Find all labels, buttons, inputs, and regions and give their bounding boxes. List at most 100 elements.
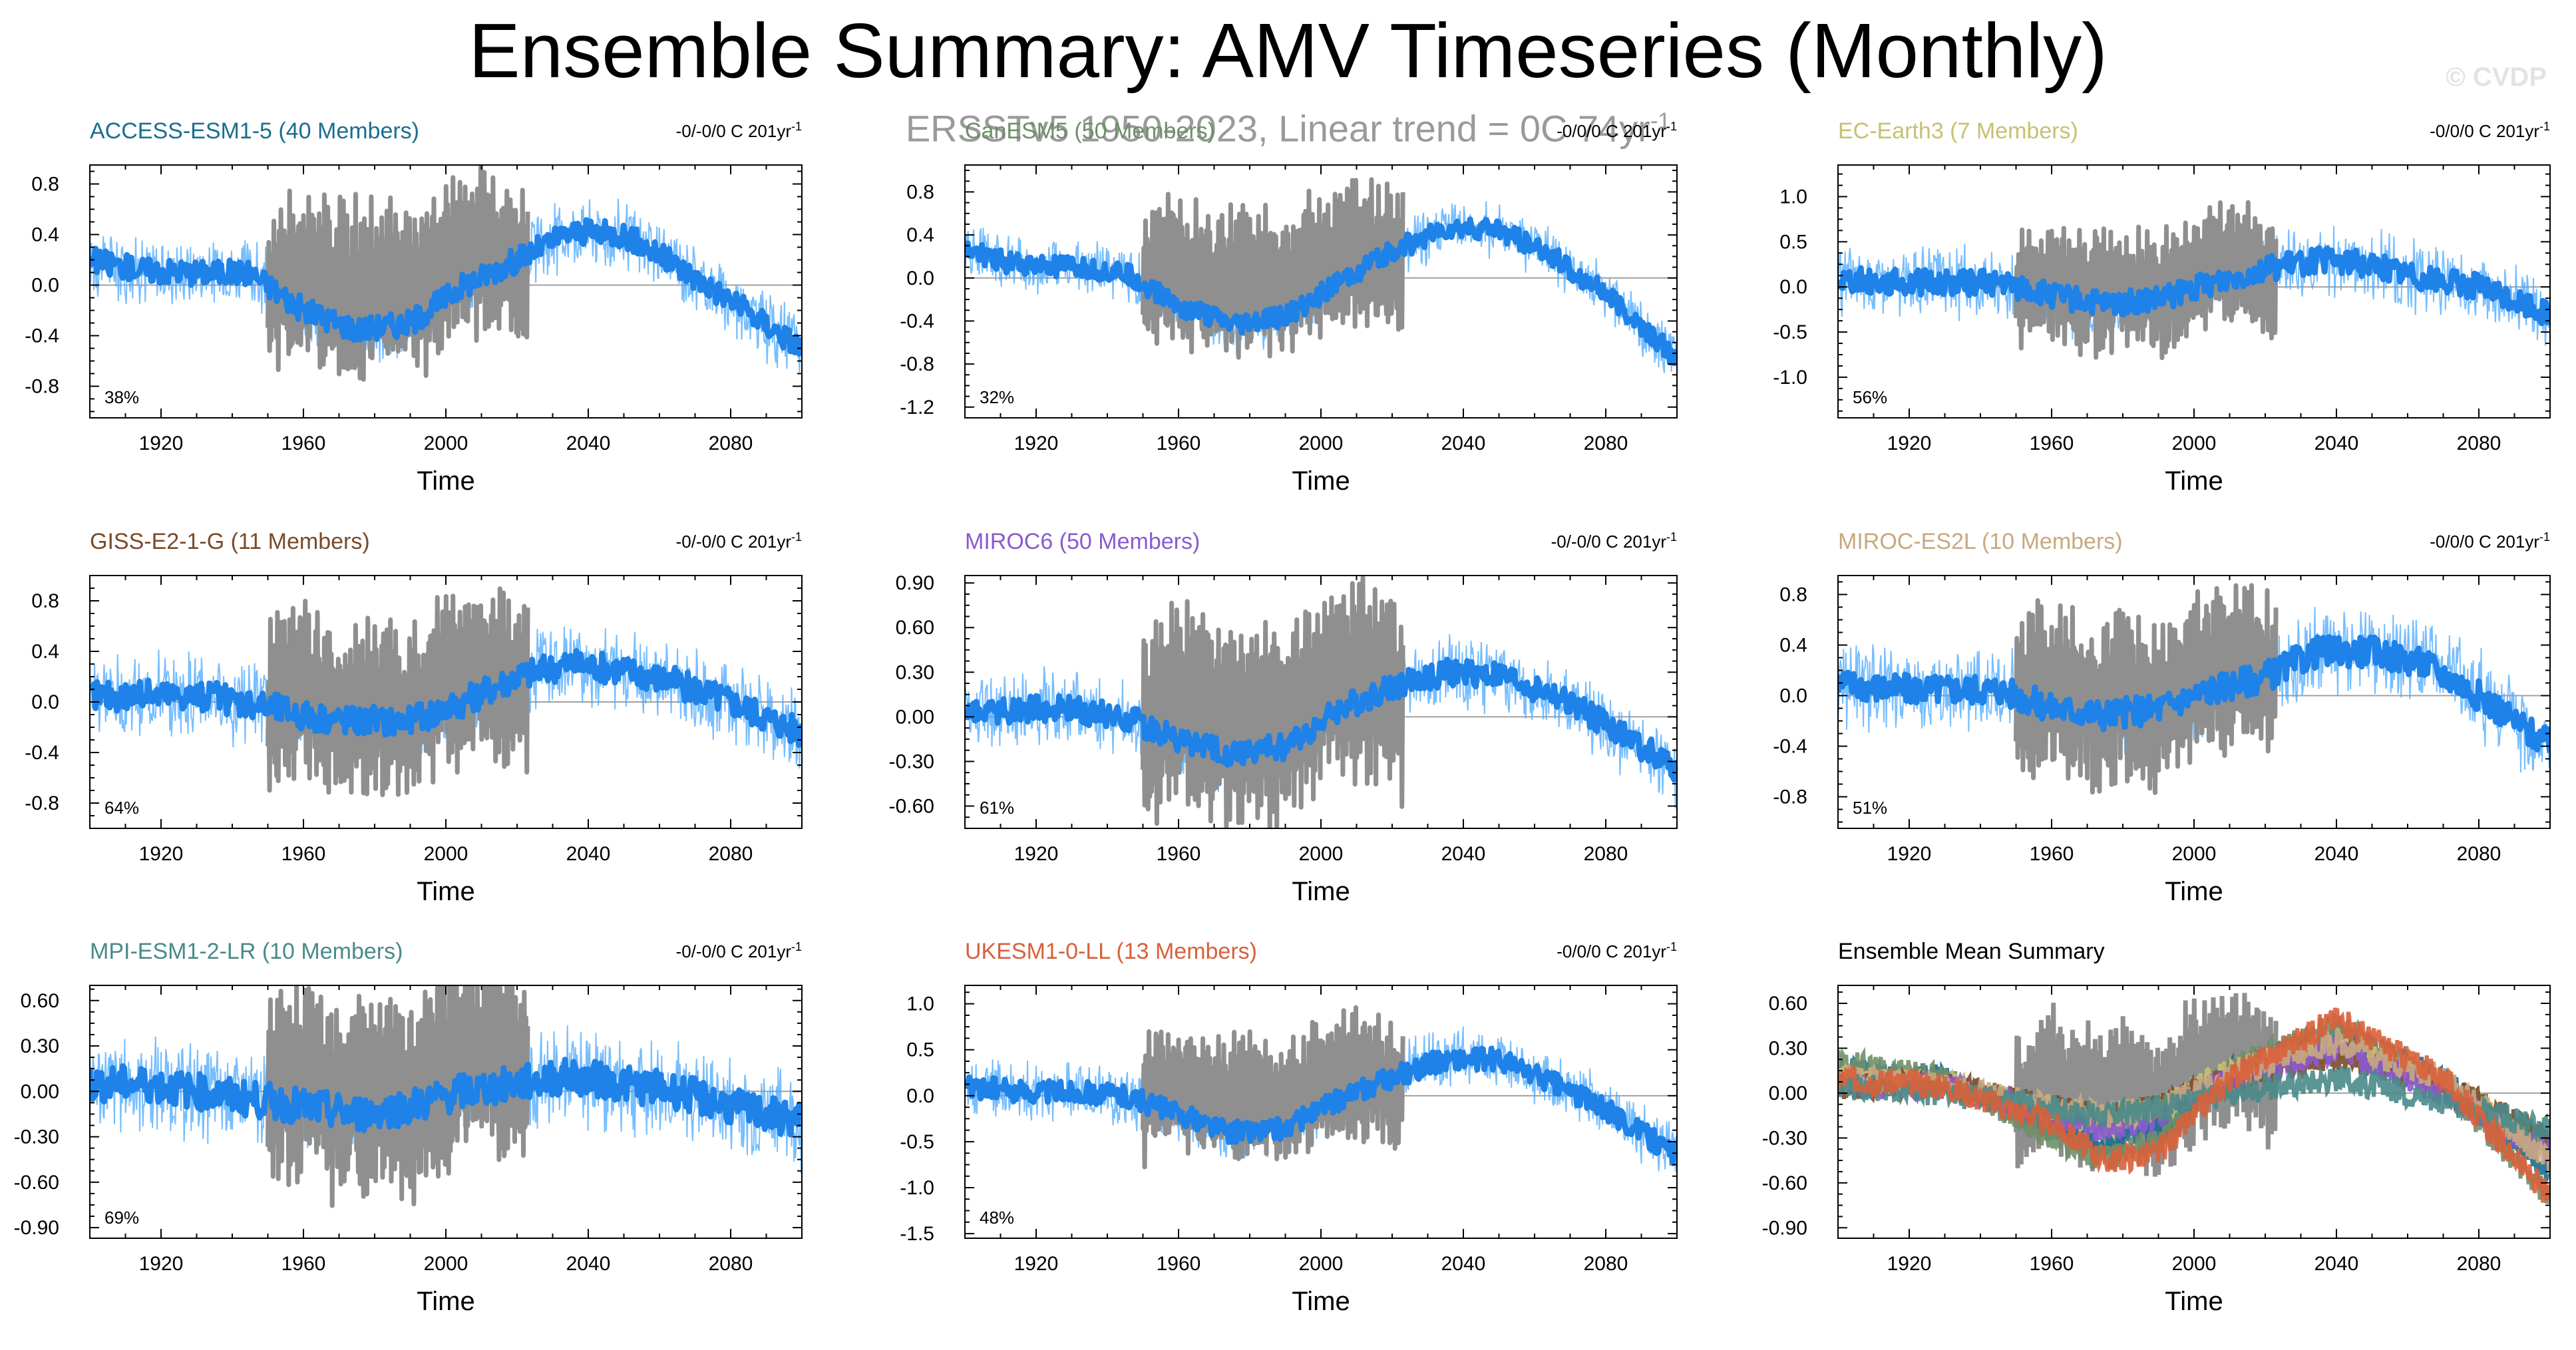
y-tick-label: 0.00 [896,706,934,728]
plot-area [965,1005,1677,1172]
plot-area [90,165,802,382]
y-tick-label: 0.90 [896,572,934,594]
ensemble-mean-line [90,648,802,749]
trend-label: -0/0/0 C 201yr-1 [1557,120,1677,141]
x-axis-label: Time [417,1287,474,1316]
x-axis-label: Time [2165,466,2223,496]
plot-area [1838,993,2550,1204]
y-tick-label: -1.2 [900,397,934,419]
percentile-label: 38% [104,387,139,407]
x-tick-label: 2040 [2314,843,2359,865]
ensemble-mean-line [90,217,802,357]
x-tick-label: 1920 [139,1253,184,1275]
y-tick-label: 1.0 [906,993,934,1015]
y-tick-label: 0.30 [21,1035,59,1057]
trend-label: -0/0/0 C 201yr-1 [2430,120,2550,141]
x-tick-label: 2080 [1584,432,1628,454]
x-tick-label: 1920 [1887,1253,1932,1275]
x-axis-label: Time [2165,1287,2223,1316]
x-tick-label: 2080 [1584,1253,1628,1275]
trend-label: -0/-0/0 C 201yr-1 [1551,530,1677,552]
x-tick-label: 1960 [2030,1253,2074,1275]
x-tick-label: 2080 [709,843,753,865]
subtitle-superscript: -1 [1650,108,1671,134]
y-tick-label: -0.5 [900,1131,934,1153]
y-tick-label: -1.5 [900,1223,934,1245]
y-tick-label: -0.8 [25,376,59,398]
x-axis-label: Time [417,466,474,496]
plot-area [1838,200,2550,361]
chart-panel-3: EC-Earth3 (7 Members) -0/0/0 C 201yr-1 56%… [1773,118,2551,496]
percentile-label: 48% [980,1208,1014,1228]
x-tick-label: 1960 [1157,843,1201,865]
model-mean-line-8 [1838,1007,2550,1203]
x-tick-label: 2000 [2172,432,2217,454]
y-tick-label: -0.4 [900,310,934,332]
x-axis-label: Time [2165,877,2223,906]
y-tick-label: 0.8 [31,590,59,612]
y-tick-label: -0.8 [1773,786,1807,808]
x-tick-label: 1920 [1887,432,1932,454]
y-tick-label: -0.8 [25,792,59,814]
x-tick-label: 1920 [139,432,184,454]
x-tick-label: 1960 [2030,432,2074,454]
y-tick-label: -0.60 [889,795,934,817]
y-tick-label: -1.0 [900,1177,934,1199]
percentile-label: 56% [1853,387,1887,407]
observations-line [1141,1005,1405,1170]
x-tick-label: 2000 [424,843,468,865]
x-tick-label: 2080 [2457,843,2501,865]
y-tick-label: 0.8 [906,181,934,203]
y-tick-label: 0.00 [1769,1083,1807,1104]
y-tick-label: 0.4 [31,224,59,246]
y-tick-label: 0.0 [1779,276,1807,298]
x-tick-label: 1920 [1014,843,1059,865]
trend-label: -0/0/0 C 201yr-1 [1557,940,1677,961]
y-tick-label: -0.4 [25,742,59,764]
x-tick-label: 2080 [1584,843,1628,865]
x-tick-label: 2040 [1441,1253,1486,1275]
chart-panel-2: CanESM5 (50 Members) -0/0/0 C 201yr-1 32% 1… [900,118,1678,496]
x-tick-label: 2000 [1299,843,1344,865]
x-tick-label: 2040 [566,1253,611,1275]
chart-panel-6: MIROC-ES2L (10 Members) -0/0/0 C 201yr-1 5… [1773,529,2551,906]
x-axis-label: Time [1292,466,1350,496]
y-tick-label: 0.0 [1779,685,1807,707]
ensemble-mean-line [90,1057,802,1138]
x-tick-label: 2080 [2457,432,2501,454]
y-tick-label: 0.4 [31,641,59,663]
y-tick-label: 0.00 [21,1081,59,1102]
panel-title: GISS-E2-1-G (11 Members) [90,529,370,554]
panel-title: MIROC-ES2L (10 Members) [1838,529,2123,554]
subtitle: ERSSTv5 1950-2023, Linear trend = 0C 74y… [0,100,2576,150]
y-tick-label: 0.30 [896,661,934,683]
x-tick-label: 1960 [2030,843,2074,865]
x-tick-label: 1960 [281,432,326,454]
y-tick-label: -0.90 [1762,1217,1807,1239]
plot-area [90,985,802,1208]
panel-title: EC-Earth3 (7 Members) [1838,118,2078,144]
x-tick-label: 2000 [2172,843,2217,865]
chart-panel-1: ACCESS-ESM1-5 (40 Members) -0/-0/0 C 201y… [25,118,803,496]
trend-label: -0/-0/0 C 201yr-1 [676,530,802,552]
x-tick-label: 2000 [2172,1253,2217,1275]
y-tick-label: 0.8 [1779,584,1807,606]
x-tick-label: 2080 [709,1253,753,1275]
x-tick-label: 2040 [1441,432,1486,454]
y-tick-label: -1.0 [1773,367,1807,389]
observations-line [1141,177,1405,360]
ensemble-mean-line [965,1045,1677,1166]
x-tick-label: 1920 [1014,432,1059,454]
x-tick-label: 2080 [709,432,753,454]
x-axis-label: Time [1292,877,1350,906]
y-tick-label: 0.8 [31,174,59,196]
x-tick-label: 2040 [2314,1253,2359,1275]
percentile-label: 32% [980,387,1014,407]
y-tick-label: 1.0 [1779,186,1807,208]
plot-area [1838,583,2550,795]
trend-label: -0/-0/0 C 201yr-1 [676,120,802,141]
cvdp-watermark: © CVDP [2446,63,2547,92]
ensemble-mean-line [1838,634,2550,753]
x-tick-label: 1960 [281,1253,326,1275]
